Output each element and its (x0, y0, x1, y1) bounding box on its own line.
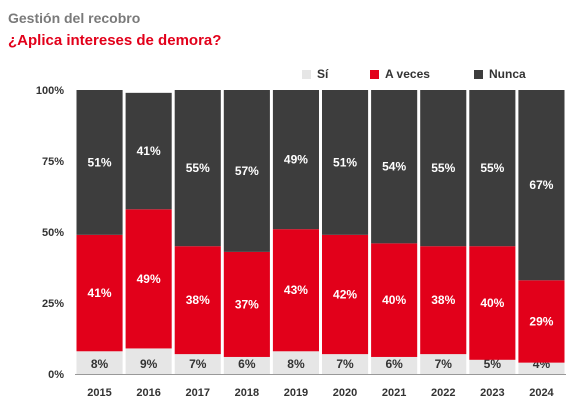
data-label-nunca: 55% (431, 161, 455, 175)
bar-segment-si (322, 354, 369, 374)
legend: Sí A veces Nunca (0, 67, 574, 83)
bar-segment-si (518, 362, 565, 374)
data-label-nunca: 55% (186, 161, 210, 175)
x-tick-label: 2015 (87, 387, 111, 399)
data-label-aveces: 37% (235, 297, 259, 311)
x-tick-label: 2023 (480, 387, 504, 399)
bar-segment-aveces (322, 234, 369, 355)
chart-subtitle: ¿Aplica intereses de demora? (8, 32, 222, 49)
bar-segment-si (420, 354, 467, 374)
bar-segment-aveces (76, 234, 123, 352)
data-label-nunca: 51% (88, 155, 112, 169)
x-tick-label: 2018 (235, 387, 259, 399)
legend-label-nunca: Nunca (489, 67, 526, 81)
data-label-si: 8% (91, 357, 109, 371)
y-tick-label: 25% (42, 298, 64, 310)
data-label-si: 7% (336, 357, 354, 371)
bar-segment-aveces (371, 243, 418, 357)
y-tick-label: 50% (42, 227, 64, 239)
chart-title: Gestión del recobro (8, 10, 141, 26)
x-tick-label: 2019 (284, 387, 308, 399)
bar-segment-nunca (420, 90, 467, 247)
data-label-aveces: 29% (529, 314, 553, 328)
data-label-aveces: 40% (480, 296, 504, 310)
bar-segment-aveces (125, 209, 172, 349)
data-label-aveces: 42% (333, 287, 357, 301)
bar-segment-si (272, 351, 319, 374)
data-label-aveces: 43% (284, 283, 308, 297)
data-label-aveces: 40% (382, 293, 406, 307)
bar-segment-si (223, 356, 270, 374)
bar-segment-nunca (322, 90, 369, 235)
data-label-nunca: 51% (333, 155, 357, 169)
bar-segment-si (371, 356, 418, 374)
x-tick-label: 2024 (529, 387, 554, 399)
legend-item-nunca: Nunca (474, 67, 526, 81)
bar-segment-si (469, 359, 516, 374)
bar-segment-aveces (272, 229, 319, 352)
data-label-aveces: 38% (431, 293, 455, 307)
bar-segment-nunca (174, 90, 221, 247)
data-label-si: 6% (385, 357, 403, 371)
legend-swatch-aveces (370, 69, 379, 79)
data-label-si: 7% (435, 357, 453, 371)
bar-segment-aveces (518, 280, 565, 363)
bar-segment-nunca (125, 92, 172, 210)
legend-item-si: Sí (302, 67, 328, 81)
x-tick-label: 2020 (333, 387, 357, 399)
data-label-nunca: 57% (235, 164, 259, 178)
bar-segment-aveces (469, 246, 516, 360)
legend-item-aveces: A veces (370, 67, 430, 81)
bar-segment-aveces (420, 246, 467, 355)
legend-label-aveces: A veces (385, 67, 430, 81)
bar-segment-nunca (272, 90, 319, 230)
data-label-si: 5% (484, 357, 502, 371)
data-label-nunca: 41% (137, 144, 161, 158)
legend-label-si: Sí (317, 67, 329, 81)
data-label-aveces: 41% (88, 286, 112, 300)
bar-segment-nunca (371, 90, 418, 244)
x-tick-label: 2021 (382, 387, 406, 399)
y-tick-label: 75% (42, 156, 64, 168)
data-label-nunca: 54% (382, 160, 406, 174)
data-label-aveces: 49% (137, 272, 161, 286)
data-label-nunca: 49% (284, 153, 308, 167)
bar-segment-aveces (223, 251, 270, 357)
legend-swatch-nunca (474, 69, 483, 79)
bar-segment-si (174, 354, 221, 374)
x-tick-label: 2016 (136, 387, 160, 399)
data-label-si: 9% (140, 357, 158, 371)
bar-segment-aveces (174, 246, 221, 355)
bar-segment-nunca (518, 90, 565, 281)
bar-segment-nunca (469, 90, 516, 247)
bar-segment-nunca (76, 90, 123, 235)
data-label-nunca: 55% (480, 161, 504, 175)
data-label-nunca: 67% (529, 178, 553, 192)
data-label-si: 7% (189, 357, 207, 371)
x-tick-label: 2017 (186, 387, 210, 399)
data-label-aveces: 38% (186, 293, 210, 307)
y-tick-label: 0% (48, 369, 64, 381)
x-tick-label: 2022 (431, 387, 455, 399)
bar-segment-nunca (223, 90, 270, 252)
bar-segment-si (125, 348, 172, 374)
y-tick-label: 100% (36, 85, 64, 97)
legend-swatch-si (302, 69, 311, 79)
data-label-si: 6% (238, 357, 256, 371)
bar-segment-si (76, 351, 123, 374)
data-label-si: 8% (287, 357, 305, 371)
